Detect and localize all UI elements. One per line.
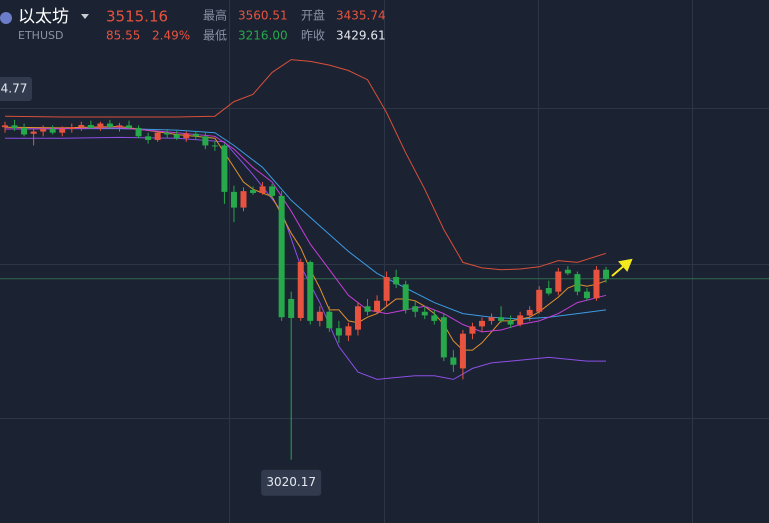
candle-body — [78, 124, 85, 128]
candle-body — [240, 191, 247, 208]
candle-body — [21, 127, 28, 135]
candle-body — [412, 306, 419, 312]
high-marker: 4.77 — [1, 82, 28, 96]
stat-label: 最低 — [203, 29, 227, 43]
candle-body — [335, 328, 342, 336]
candle-body — [154, 132, 161, 140]
candle-body — [354, 306, 361, 330]
candle-body — [526, 309, 533, 316]
stat-label: 昨收 — [301, 29, 325, 43]
candle-body — [30, 131, 37, 134]
stat-value: 3435.74 — [336, 9, 386, 23]
candle-body — [583, 291, 590, 299]
candle-body — [402, 284, 409, 310]
candle-body — [40, 129, 47, 132]
candle-body — [421, 311, 428, 316]
candle-body — [164, 132, 171, 135]
candle-body — [326, 311, 333, 329]
candle-body — [517, 315, 524, 325]
change: 85.55 — [106, 29, 140, 43]
candle-body — [116, 125, 123, 128]
candle-body — [469, 326, 476, 334]
candle-body — [364, 306, 371, 312]
candle-body — [593, 269, 600, 299]
candle-body — [250, 190, 257, 193]
candle-body — [555, 271, 562, 292]
candle-body — [59, 129, 66, 133]
candle-body — [450, 357, 457, 365]
candle-body — [230, 191, 237, 208]
candle-body — [278, 195, 285, 318]
change-pct: 2.49% — [152, 29, 190, 43]
candle-body — [2, 125, 8, 128]
candle-body — [288, 298, 295, 318]
candle-body — [459, 333, 466, 369]
candle-body — [87, 124, 94, 128]
candle-body — [126, 125, 133, 128]
high-marker-box — [0, 77, 32, 101]
stat-value: 3560.51 — [238, 9, 288, 23]
candle-body — [479, 320, 485, 327]
candle-body — [574, 274, 581, 292]
candle-body — [11, 125, 18, 128]
candle-body — [183, 133, 190, 139]
candle-body — [221, 145, 228, 192]
candle-body — [259, 186, 266, 193]
candle-body — [507, 320, 514, 325]
candle-body — [307, 262, 314, 321]
candle-body — [68, 127, 75, 130]
candle-body — [49, 129, 56, 133]
indicator-line — [4, 59, 607, 271]
indicator-line — [4, 125, 607, 351]
price: 3515.16 — [106, 8, 168, 26]
candle-body — [345, 326, 352, 336]
candle-body — [603, 269, 610, 279]
candle-body — [211, 145, 218, 147]
coin-icon — [0, 12, 12, 24]
candle-body — [374, 300, 381, 312]
candle-body — [393, 277, 400, 285]
candle-body — [106, 123, 113, 128]
symbol: ETHUSD — [18, 29, 63, 42]
stat-value: 3429.61 — [336, 29, 386, 43]
dropdown-icon[interactable] — [81, 14, 89, 19]
coin-name: 以太坊 — [18, 7, 69, 27]
candle-body — [545, 287, 552, 294]
candle-body — [269, 186, 276, 196]
trend-arrow — [611, 258, 633, 277]
candle-body — [488, 317, 495, 321]
candle-body — [564, 269, 571, 274]
low-marker: 3020.17 — [266, 475, 316, 489]
stat-label: 最高 — [203, 8, 227, 23]
stat-value: 3216.00 — [238, 29, 288, 43]
candle-body — [316, 311, 323, 321]
candle-body — [135, 127, 142, 137]
candle-body — [297, 262, 304, 318]
stat-label: 开盘 — [301, 8, 325, 23]
candle-body — [431, 315, 438, 321]
candle-body — [202, 136, 209, 146]
candle-body — [145, 136, 152, 140]
candle-body — [440, 317, 447, 358]
plot — [0, 59, 769, 460]
candle-body — [173, 134, 180, 139]
candle-body — [536, 289, 543, 312]
candle-body — [192, 133, 199, 137]
low-marker-box — [261, 469, 322, 496]
candle-body — [498, 317, 505, 321]
candle-body — [383, 277, 390, 301]
candle-body — [97, 123, 104, 128]
